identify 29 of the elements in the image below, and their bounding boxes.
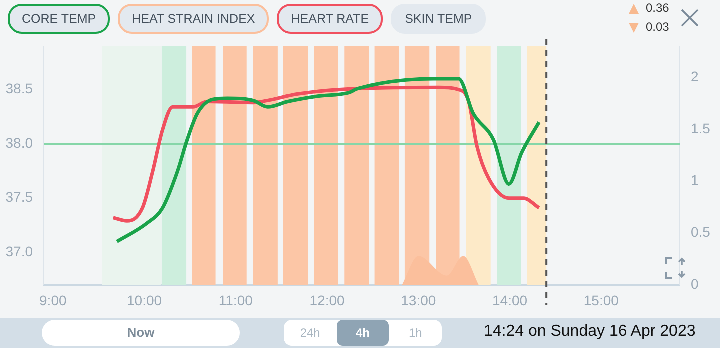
x-tick-label: 13:00 — [401, 292, 436, 308]
x-tick-label: 12:00 — [310, 292, 345, 308]
x-tick-label: 9:00 — [40, 292, 67, 308]
text: 14:24 on Sunday 16 Apr 2023 — [484, 323, 696, 341]
text: 0.03 — [646, 20, 670, 34]
text: 0.36 — [646, 1, 670, 15]
text: 1h — [408, 325, 424, 342]
text: CORE TEMP — [8, 4, 110, 34]
x-tick-label: 14:00 — [492, 292, 528, 308]
text: Now — [42, 320, 240, 346]
x-tick-label: 15:00 — [584, 292, 620, 308]
x-tick-label: 11:00 — [218, 292, 254, 308]
y2-tick-label: 2 — [691, 68, 699, 84]
x-tick-label: 10:00 — [126, 292, 162, 308]
text: 24h — [299, 325, 322, 342]
y-tick-label: 38.5 — [6, 80, 34, 97]
line-series — [115, 77, 542, 244]
line-series — [112, 86, 542, 223]
y2-tick-label: 1.5 — [691, 120, 711, 136]
text: HEAT STRAIN INDEX — [118, 4, 270, 34]
text: SKIN TEMP — [391, 4, 486, 34]
text: 4h — [336, 320, 390, 346]
y2-tick-label: 0 — [691, 276, 699, 292]
y2-tick-label: 0.5 — [691, 224, 711, 240]
y2-tick-label: 1 — [691, 172, 699, 188]
y-tick-label: 37.5 — [6, 189, 34, 206]
text: HEART RATE — [277, 4, 384, 34]
y-tick-label: 38.0 — [6, 134, 34, 151]
y-tick-label: 37.0 — [6, 243, 34, 260]
